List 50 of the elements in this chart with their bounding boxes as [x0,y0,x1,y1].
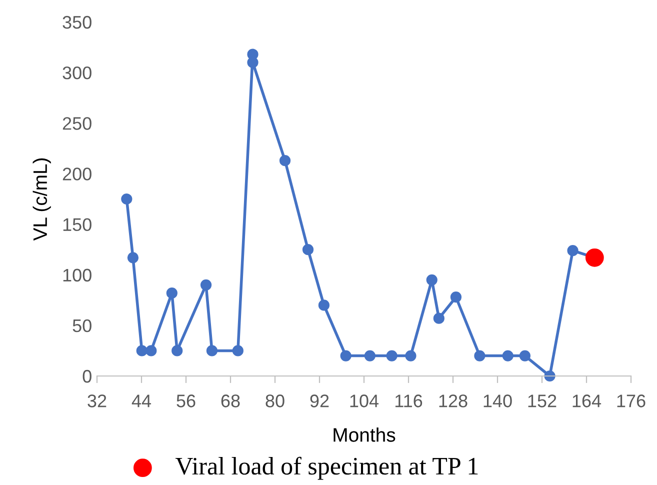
y-tick-label: 300 [62,66,92,80]
x-tick-label: 80 [266,394,284,408]
point [146,345,157,356]
point [172,345,183,356]
y-tick-label: 0 [82,370,92,383]
point [567,245,578,256]
point [127,252,139,264]
point [364,350,376,362]
x-tick-label: 152 [528,394,556,408]
point [405,350,416,362]
y-axis-title: VL (c/mL) [32,158,51,241]
point [544,370,556,382]
y-tick-label: 100 [63,268,92,282]
point [136,345,148,356]
x-tick-label: 164 [572,394,602,408]
y-tick-label: 350 [62,16,92,29]
x-tick-label: 56 [176,394,196,408]
x-tick-label: 44 [132,394,152,408]
point [302,244,314,256]
point [247,56,258,68]
point [279,155,291,166]
x-tick-label: 116 [395,394,422,408]
x-tick-label: 140 [484,394,512,408]
y-tick-label: 150 [63,218,92,232]
point [426,274,438,286]
y-tick-label: 250 [62,117,92,130]
x-tick-label: 32 [88,394,106,408]
point [340,350,352,362]
x-tick-label: 104 [350,394,379,408]
point [318,300,330,311]
point [502,350,514,362]
point [450,292,462,303]
point [585,248,604,267]
x-tick-label: 92 [310,394,329,408]
point [200,279,212,291]
x-axis-title: Months [334,428,396,442]
point [166,288,178,299]
point [433,312,444,324]
legend-label: Viral load of specimen at TP 1 [175,456,478,480]
point [232,345,244,356]
x-tick-label: 68 [221,394,240,408]
y-tick-label: 200 [62,168,92,180]
y-tick-label: 50 [72,319,92,332]
point [386,350,398,362]
x-tick-label: 128 [439,394,468,408]
point [121,193,132,205]
x-tick-label: 176 [617,394,646,408]
point [206,345,218,356]
point [474,350,486,362]
point [519,350,530,362]
